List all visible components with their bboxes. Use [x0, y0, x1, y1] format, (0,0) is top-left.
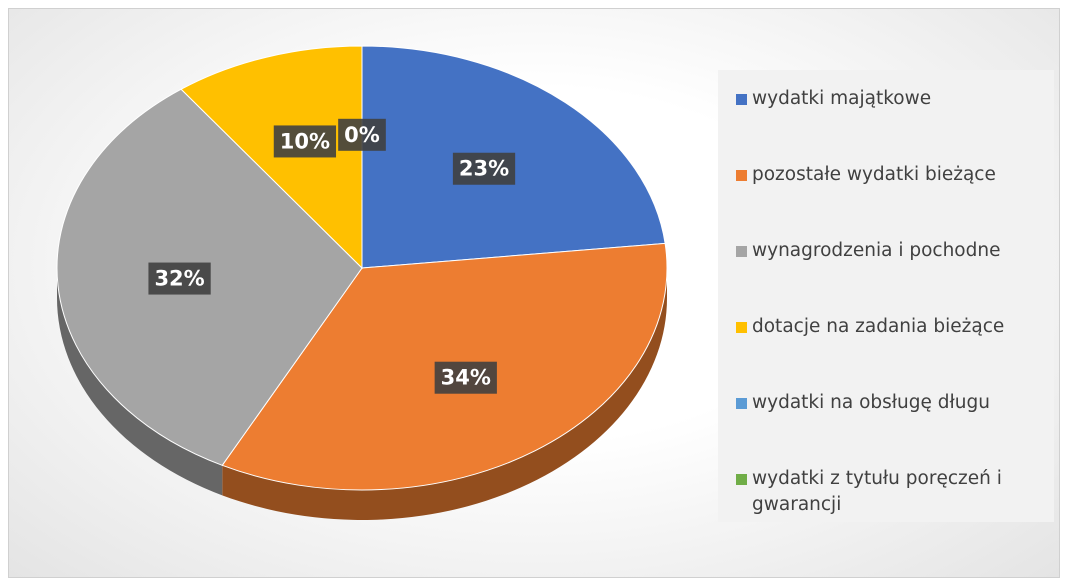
legend-swatch	[736, 398, 747, 409]
data-label: 34%	[434, 361, 497, 394]
slice	[180, 45, 363, 270]
data-label-text: 23%	[459, 157, 509, 181]
legend-label: dotacje na zadania bieżące	[752, 316, 1005, 337]
legend-swatch	[736, 94, 747, 105]
data-label: 10%	[273, 125, 337, 158]
data-label-box	[434, 361, 497, 394]
legend-label: wydatki majątkowe	[752, 88, 932, 109]
legend-swatch	[736, 246, 747, 257]
data-label-text: 34%	[441, 366, 491, 390]
legend-entry: pozostałe wydatki bieżące	[736, 162, 1044, 238]
data-label-box	[273, 125, 337, 158]
legend-swatch	[736, 170, 747, 181]
data-label-box	[148, 262, 211, 295]
data-label: 32%	[148, 262, 211, 295]
data-label: 23%	[452, 152, 516, 185]
data-label: 0%	[338, 118, 386, 151]
legend-entry: wydatki z tytułu poręczeń i gwarancji	[736, 466, 1044, 542]
legend-entry: dotacje na zadania bieżące	[736, 314, 1044, 390]
legend-swatch	[736, 474, 747, 485]
legend-entry: wydatki na obsługę długu	[736, 390, 1044, 466]
legend-label: wynagrodzenia i pochodne	[752, 240, 1001, 261]
legend-label: wydatki z tytułu poręczeń i gwarancji	[752, 468, 1002, 515]
legend-swatch	[736, 322, 747, 333]
legend-entry: wynagrodzenia i pochodne	[736, 238, 1044, 314]
legend-label: pozostałe wydatki bieżące	[752, 164, 996, 185]
legend-label: wydatki na obsługę długu	[752, 392, 990, 413]
legend: wydatki majątkowe pozostałe wydatki bieżą…	[718, 70, 1054, 522]
slice-side	[222, 268, 668, 520]
legend-entry: wydatki majątkowe	[736, 86, 1044, 162]
slice-side	[57, 268, 223, 496]
data-label-text: 0%	[344, 123, 380, 147]
data-label-text: 10%	[280, 129, 330, 153]
data-label-box	[452, 152, 516, 185]
data-label-box	[338, 118, 386, 151]
data-label-text: 32%	[154, 267, 204, 291]
